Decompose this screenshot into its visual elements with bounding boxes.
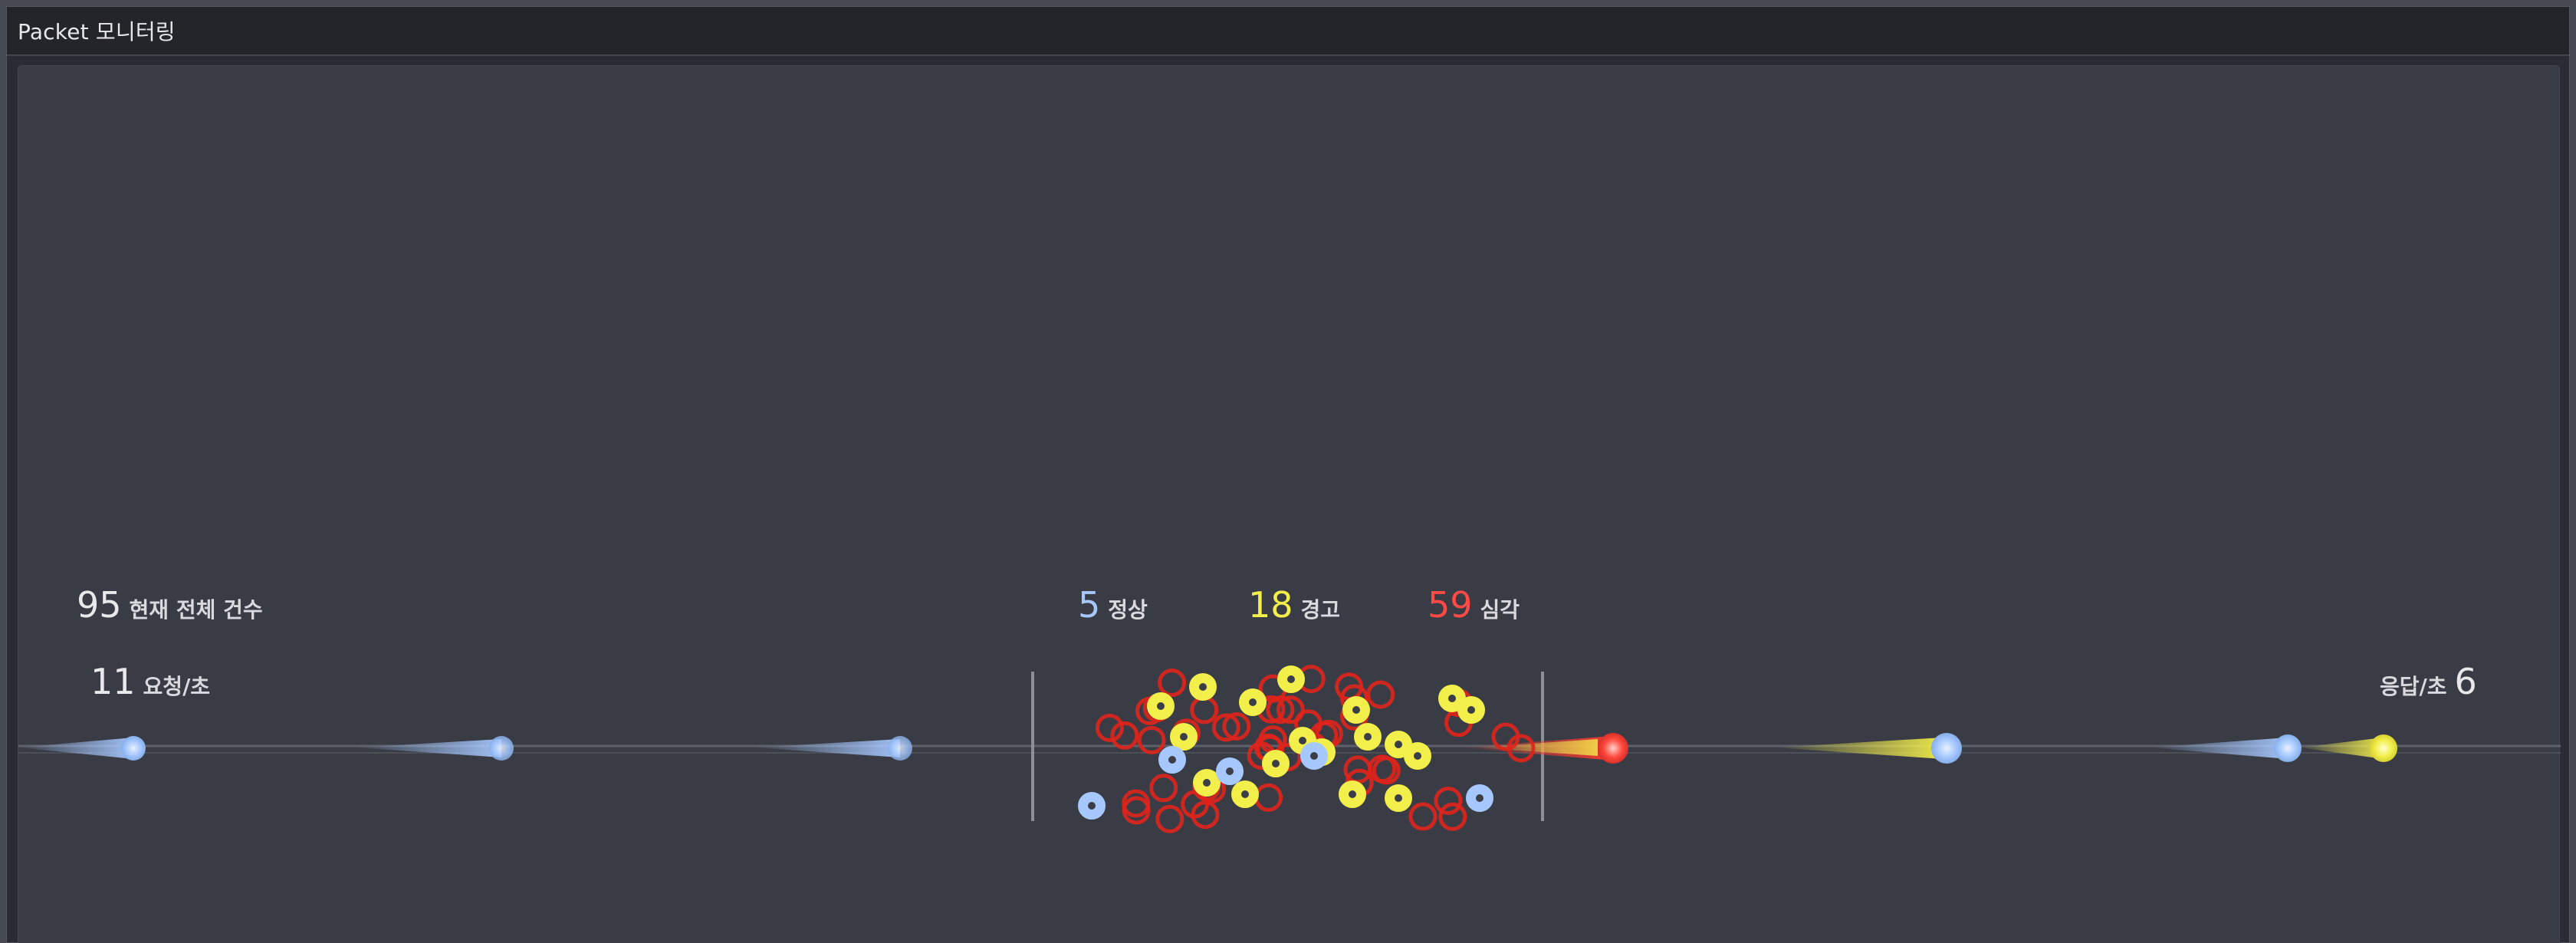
processing-packet-core — [1157, 702, 1165, 710]
processing-packet — [1155, 804, 1184, 833]
critical-count: 59 심각 — [1428, 584, 1520, 626]
warning-count-value: 18 — [1248, 584, 1293, 626]
title-bar: Packet 모니터링 — [7, 7, 2569, 56]
request-packet — [754, 736, 912, 761]
processing-packet — [1110, 721, 1139, 750]
response-packet-critical — [1460, 733, 1628, 764]
processing-packet-core — [1168, 756, 1176, 764]
processing-packet-core — [1395, 741, 1402, 748]
processing-packet-core — [1249, 698, 1257, 706]
monitor-panel: 95 현재 전체 건수 11 요청/초 응답/초 6 5 정상 18 경고 59… — [18, 65, 2561, 943]
processing-packet — [1149, 774, 1178, 803]
packet-monitor-window: Packet 모니터링 — [6, 6, 2570, 943]
warning-count: 18 경고 — [1248, 584, 1340, 626]
response-rate-label: 응답/초 — [2380, 674, 2447, 699]
processing-packet — [1254, 783, 1283, 812]
processing-packet-core — [1272, 760, 1280, 767]
processing-packet — [1368, 754, 1397, 784]
response-rate: 응답/초 6 — [2380, 661, 2477, 702]
processing-packet — [1438, 802, 1467, 831]
processing-packet — [1276, 695, 1305, 724]
request-rate-value: 11 — [90, 661, 136, 702]
processing-packet — [1434, 787, 1463, 815]
processing-packet — [1158, 669, 1187, 697]
window-title: Packet 모니터링 — [18, 19, 176, 44]
processing-packet — [1506, 734, 1536, 763]
packet-flow-visualization — [18, 665, 2561, 833]
processing-packet-core — [1467, 706, 1475, 714]
processing-packet-core — [1180, 733, 1188, 741]
request-rate: 11 요청/초 — [90, 661, 210, 702]
critical-count-label: 심각 — [1480, 597, 1520, 623]
processing-packet-core — [1395, 794, 1402, 802]
processing-packet-cluster — [1078, 665, 1536, 833]
processing-packet — [1191, 800, 1220, 830]
processing-packet-core — [1088, 802, 1096, 810]
processing-packet — [1366, 680, 1395, 709]
response-rate-value: 6 — [2454, 661, 2477, 702]
normal-count-label: 정상 — [1108, 597, 1148, 623]
warning-count-label: 경고 — [1300, 597, 1341, 623]
processing-packet — [1408, 802, 1438, 831]
response-packet-normal — [2150, 734, 2302, 762]
processing-packet-core — [1299, 737, 1306, 744]
normal-count: 5 정상 — [1078, 584, 1148, 626]
normal-count-value: 5 — [1078, 584, 1101, 626]
request-rate-label: 요청/초 — [143, 674, 211, 699]
total-count-value: 95 — [77, 584, 122, 626]
processing-packet-core — [1349, 790, 1356, 798]
processing-packet-core — [1226, 767, 1234, 775]
processing-packet-core — [1414, 752, 1421, 760]
processing-packet — [1095, 713, 1124, 742]
processing-packet-core — [1203, 779, 1211, 787]
processing-packet-core — [1448, 695, 1456, 702]
response-packet-normal — [1774, 733, 1962, 764]
processing-packet — [1122, 796, 1151, 825]
processing-packet — [1211, 713, 1240, 742]
critical-count-value: 59 — [1428, 584, 1473, 626]
processing-packet-core — [1199, 683, 1207, 691]
response-packet-warning — [2299, 734, 2397, 762]
processing-packet — [1190, 695, 1219, 724]
processing-packet — [1222, 712, 1251, 741]
processing-packet-core — [1352, 706, 1360, 714]
processing-packet-core — [1364, 733, 1372, 741]
total-count-label: 현재 전체 건수 — [129, 597, 263, 623]
processing-packet — [1137, 725, 1166, 754]
request-packet — [18, 736, 146, 761]
processing-packet-core — [1287, 675, 1295, 683]
processing-packet-core — [1310, 752, 1318, 760]
processing-packet-core — [1476, 794, 1484, 802]
processing-packet-core — [1241, 790, 1249, 798]
request-packet — [356, 736, 514, 761]
total-count: 95 현재 전체 건수 — [77, 584, 263, 626]
